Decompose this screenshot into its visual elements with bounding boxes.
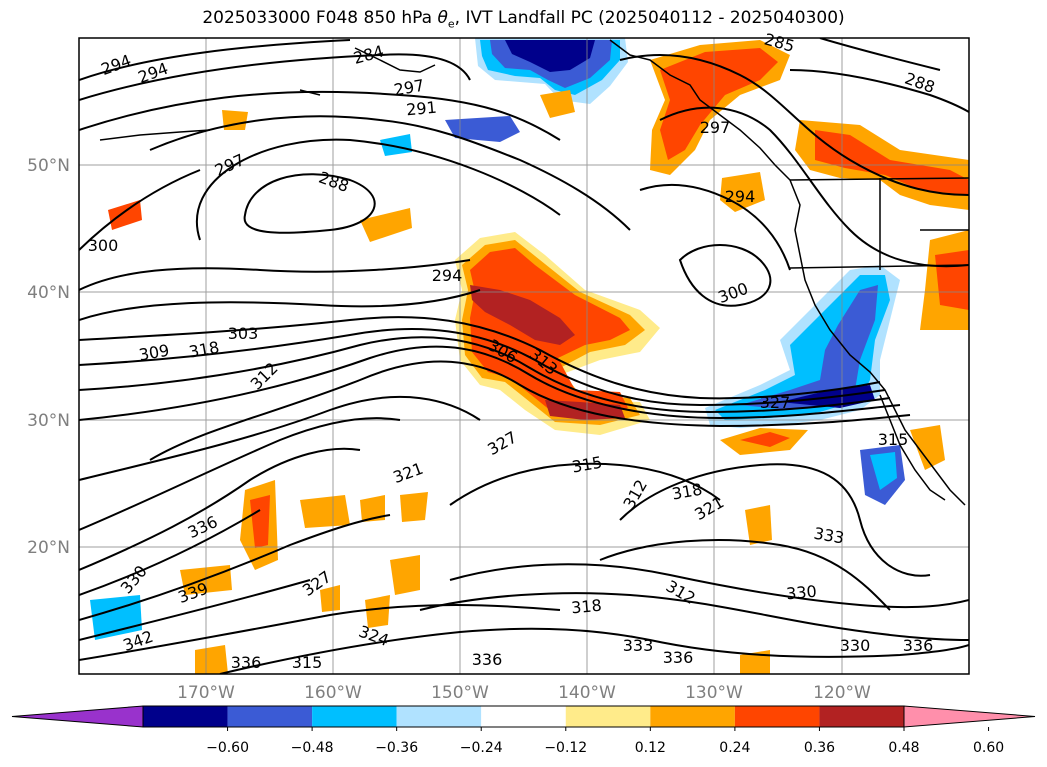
colorbar-extend-high [903,705,1036,728]
figure-title: 2025033000 F048 850 hPa θe, IVT Landfall… [0,8,1047,30]
lon-label-170w: 170°W [177,683,235,703]
colorbar-segment [396,706,482,727]
lon-label-150w: 150°W [431,683,489,703]
colorbar-segment [227,706,313,727]
colorbar-tick-labels: −0.60 −0.48 −0.36 −0.24 −0.12 0.12 0.24 0.36 0.4… [206,727,1004,756]
colorbar-tick-label: 0.60 [973,740,1004,756]
lat-label-30: 30°N [27,411,70,431]
contour-label: 327 [760,393,791,412]
lon-label-130w: 130°W [685,683,743,703]
colorbar-tick-label: −0.48 [291,740,334,756]
contour-label: 294 [725,187,756,206]
colorbar-segment [312,706,397,727]
contour-label: 336 [903,636,934,655]
lon-label-140w: 140°W [558,683,616,703]
lat-label-20: 20°N [27,538,70,558]
lat-label-50: 50°N [27,156,70,176]
lat-axis: 20°N 30°N 40°N 50°N [27,156,70,558]
colorbar-tick-label: −0.36 [375,740,418,756]
contour-label: 336 [663,648,694,667]
colorbar-frame [142,705,905,728]
colorbar-tick-label: −0.60 [206,740,249,756]
title-suffix: , IVT Landfall PC (2025040112 - 20250403… [454,8,845,28]
contour-label: 315 [878,430,909,449]
colorbar-tick-label: 0.12 [635,740,666,756]
contour-label: 291 [405,98,437,120]
colorbar-segment [734,706,820,727]
colorbar-tick-label: 0.48 [888,740,919,756]
lat-label-40: 40°N [27,283,70,303]
title-subscript: e [447,17,455,31]
title-theta: θ [437,8,448,28]
colorbar-tick-label: −0.12 [544,740,587,756]
colorbar [11,705,1036,728]
colorbar-segment [143,706,228,727]
contour-label: 294 [432,266,463,285]
colorbar-segment [565,706,651,727]
lon-label-160w: 160°W [304,683,362,703]
contour-label: 330 [785,582,817,604]
map-frame [78,37,970,675]
contour-label: 330 [840,636,871,655]
colorbar-tick-label: 0.36 [804,740,835,756]
colorbar-tick-label: −0.24 [460,740,503,756]
coastlines [99,39,969,506]
contour-label: 300 [88,236,119,255]
contour-label: 303 [228,324,259,343]
colorbar-segment [819,706,904,727]
colorbar-segment [650,706,735,727]
lon-label-120w: 120°W [813,683,871,703]
colorbar-segment [481,706,566,727]
contour-label: 318 [570,596,602,618]
contour-label: 315 [292,653,323,672]
contour-label: 333 [623,636,654,655]
lon-axis: 170°W 160°W 150°W 140°W 130°W 120°W [177,683,871,703]
contour-label: 297 [700,118,731,137]
colorbar-extend-low [11,705,144,728]
colorbar-tick-label: 0.24 [719,740,750,756]
contour-label: 336 [472,650,503,669]
title-prefix: 2025033000 F048 850 hPa [202,8,438,28]
contour-label: 336 [231,653,262,672]
theta-e-contours [79,38,969,674]
